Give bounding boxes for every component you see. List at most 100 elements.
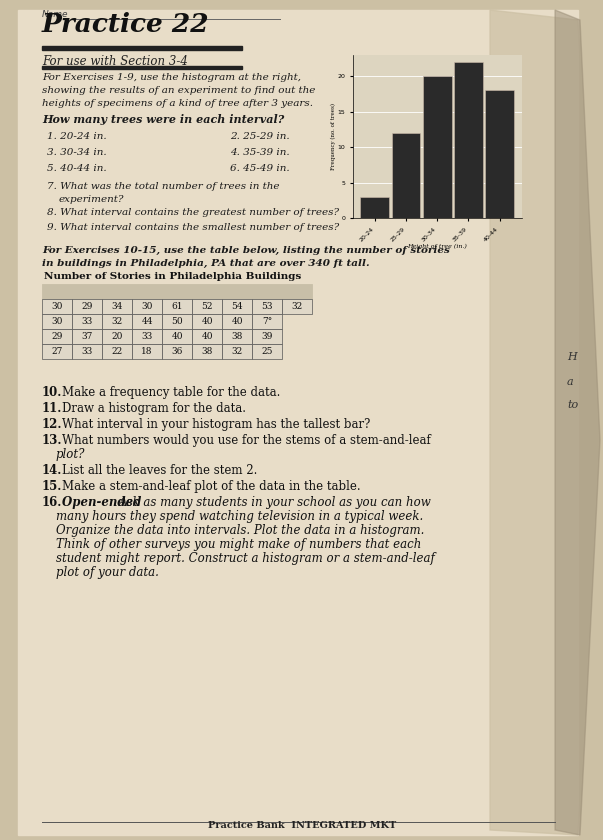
Text: 44: 44 [141, 317, 153, 326]
Text: H: H [567, 352, 576, 362]
Text: 2. 25-29 in.: 2. 25-29 in. [230, 132, 289, 141]
Bar [485, 90, 514, 218]
Bar [42, 344, 72, 359]
Text: Name: Name [42, 10, 69, 19]
Bar [282, 299, 312, 314]
Text: 37: 37 [81, 332, 93, 341]
Bar [132, 329, 162, 344]
Text: Number of Stories in Philadelphia Buildings: Number of Stories in Philadelphia Buildi… [44, 272, 302, 281]
Bar [222, 329, 252, 344]
Text: 30: 30 [141, 302, 153, 311]
Text: Think of other surveys you might make of numbers that each: Think of other surveys you might make of… [56, 538, 421, 551]
Text: plot?: plot? [56, 448, 86, 461]
Bar [192, 344, 222, 359]
Bar [192, 329, 222, 344]
Text: For use with Section 3-4: For use with Section 3-4 [42, 55, 188, 68]
Text: 34: 34 [112, 302, 122, 311]
Text: 32: 32 [291, 302, 303, 311]
Text: 25: 25 [261, 347, 273, 356]
Bar [252, 344, 282, 359]
Text: 40: 40 [171, 332, 183, 341]
Text: 53: 53 [261, 302, 273, 311]
Text: 30: 30 [51, 302, 63, 311]
Text: List all the leaves for the stem 2.: List all the leaves for the stem 2. [63, 464, 258, 477]
Text: 10.: 10. [42, 386, 62, 399]
Text: 39: 39 [261, 332, 273, 341]
Text: 40: 40 [231, 317, 243, 326]
Text: 40: 40 [201, 332, 213, 341]
Bar [222, 314, 252, 329]
Text: 7. What was the total number of trees in the: 7. What was the total number of trees in… [47, 182, 280, 191]
Text: 8. What interval contains the greatest number of trees?: 8. What interval contains the greatest n… [47, 208, 339, 217]
Text: 30: 30 [51, 317, 63, 326]
Bar [132, 344, 162, 359]
Text: Make a frequency table for the data.: Make a frequency table for the data. [63, 386, 281, 399]
Text: 29: 29 [51, 332, 63, 341]
Text: student might report. Construct a histogram or a stem-and-leaf: student might report. Construct a histog… [56, 552, 435, 565]
Bar [423, 76, 452, 218]
Text: in buildings in Philadelphia, PA that are over 340 ft tall.: in buildings in Philadelphia, PA that ar… [42, 259, 370, 268]
Bar [454, 61, 483, 218]
Text: many hours they spend watching television in a typical week.: many hours they spend watching televisio… [56, 510, 423, 523]
Text: heights of specimens of a kind of tree after 3 years.: heights of specimens of a kind of tree a… [42, 99, 313, 108]
Text: 18: 18 [141, 347, 153, 356]
Text: 52: 52 [201, 302, 213, 311]
Text: How many trees were in each interval?: How many trees were in each interval? [42, 114, 284, 125]
Bar [391, 133, 420, 218]
Text: Draw a histogram for the data.: Draw a histogram for the data. [63, 402, 247, 415]
Bar [192, 314, 222, 329]
Text: Open-ended: Open-ended [63, 496, 146, 509]
Text: 9. What interval contains the smallest number of trees?: 9. What interval contains the smallest n… [47, 223, 339, 232]
Text: 15.: 15. [42, 480, 62, 493]
Bar [102, 329, 132, 344]
Text: 22: 22 [112, 347, 122, 356]
Text: 32: 32 [112, 317, 122, 326]
Text: Organize the data into intervals. Plot the data in a histogram.: Organize the data into intervals. Plot t… [56, 524, 425, 537]
Text: Ask as many students in your school as you can how: Ask as many students in your school as y… [119, 496, 431, 509]
Text: 61: 61 [171, 302, 183, 311]
Text: Practice Bank  INTEGRATED MKT: Practice Bank INTEGRATED MKT [208, 821, 396, 830]
Text: 50: 50 [171, 317, 183, 326]
Text: 5. 40-44 in.: 5. 40-44 in. [47, 164, 107, 173]
Text: a: a [567, 377, 573, 387]
Bar [102, 344, 132, 359]
Bar [162, 344, 192, 359]
Text: 3. 30-34 in.: 3. 30-34 in. [47, 148, 107, 157]
Bar [252, 329, 282, 344]
Bar [102, 314, 132, 329]
Y-axis label: Frequency (no. of trees): Frequency (no. of trees) [330, 103, 336, 170]
Text: 33: 33 [81, 317, 93, 326]
Bar [132, 299, 162, 314]
Text: 4. 35-39 in.: 4. 35-39 in. [230, 148, 289, 157]
Text: What numbers would you use for the stems of a stem-and-leaf: What numbers would you use for the stems… [63, 434, 431, 447]
Text: What interval in your histogram has the tallest bar?: What interval in your histogram has the … [63, 418, 371, 431]
Text: 11.: 11. [42, 402, 62, 415]
Bar [361, 197, 389, 218]
Bar [162, 329, 192, 344]
Text: 16.: 16. [42, 496, 62, 509]
Text: 36: 36 [171, 347, 183, 356]
Bar [162, 314, 192, 329]
Text: For Exercises 1-9, use the histogram at the right,: For Exercises 1-9, use the histogram at … [42, 73, 301, 82]
Text: 38: 38 [201, 347, 213, 356]
Text: 14.: 14. [42, 464, 62, 477]
Text: plot of your data.: plot of your data. [56, 566, 159, 579]
Text: to: to [567, 400, 578, 410]
Text: 29: 29 [81, 302, 93, 311]
Text: experiment?: experiment? [59, 195, 124, 204]
Text: Practice 22: Practice 22 [42, 12, 210, 37]
Text: 20: 20 [112, 332, 122, 341]
Bar [42, 66, 242, 69]
Bar [42, 299, 72, 314]
Bar [42, 46, 242, 50]
Bar [132, 314, 162, 329]
Text: 40: 40 [201, 317, 213, 326]
Polygon shape [490, 10, 600, 835]
Bar [222, 344, 252, 359]
Text: 27: 27 [51, 347, 63, 356]
Bar [252, 314, 282, 329]
Bar [42, 284, 312, 299]
Bar [72, 299, 102, 314]
X-axis label: Height of tree (in.): Height of tree (in.) [407, 244, 467, 249]
Bar [192, 299, 222, 314]
